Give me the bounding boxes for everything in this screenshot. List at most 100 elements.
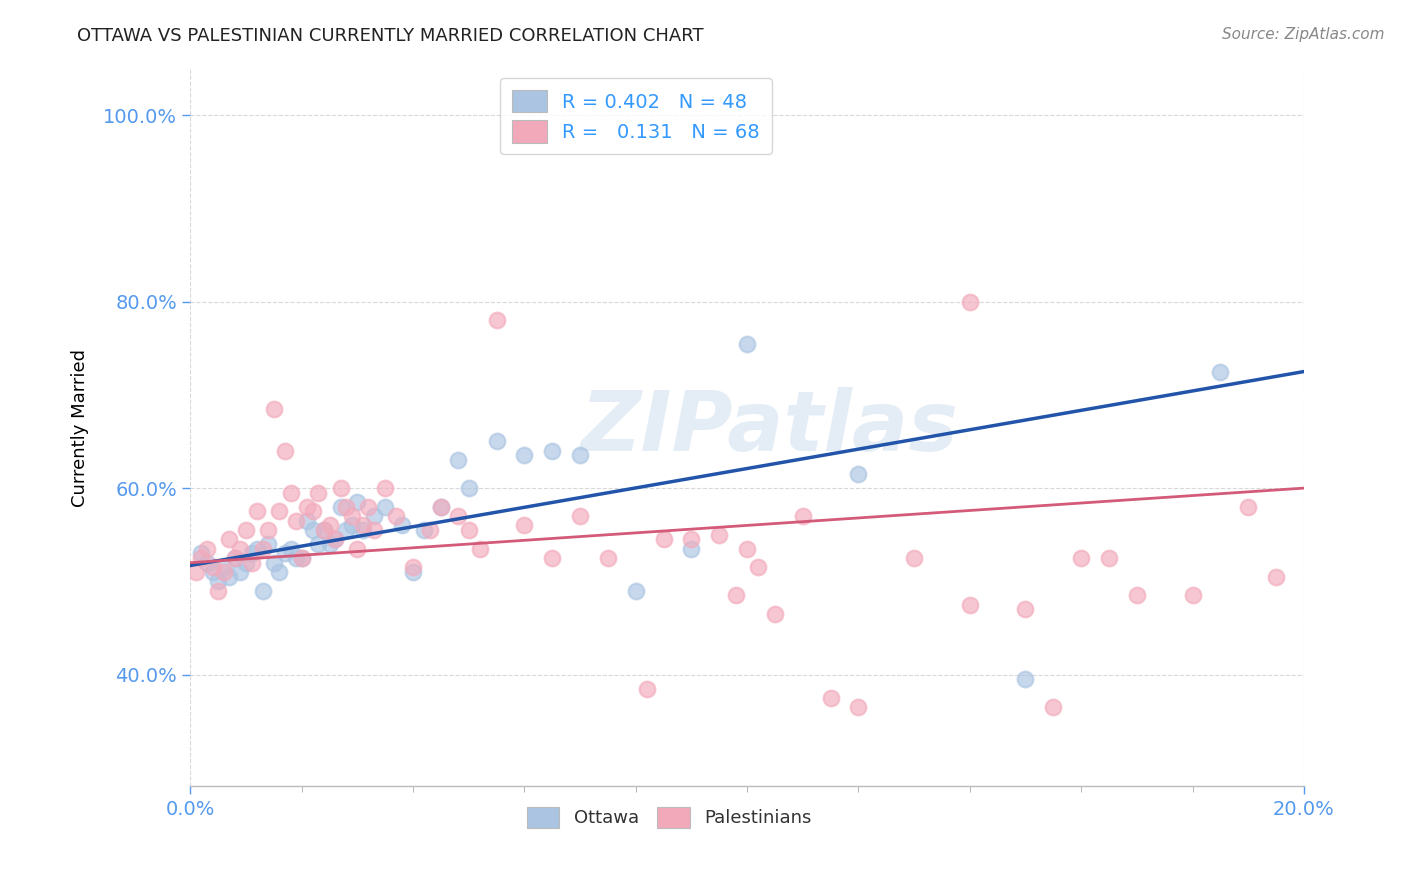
Point — [229, 541, 252, 556]
Point — [681, 541, 703, 556]
Point — [541, 551, 564, 566]
Point — [402, 565, 425, 579]
Point — [1209, 365, 1232, 379]
Point — [285, 551, 308, 566]
Point — [240, 556, 263, 570]
Point — [285, 514, 308, 528]
Point — [1042, 700, 1064, 714]
Point — [848, 700, 870, 714]
Point — [218, 570, 240, 584]
Point — [212, 565, 235, 579]
Point — [1070, 551, 1092, 566]
Point — [959, 598, 981, 612]
Point — [201, 560, 224, 574]
Point — [402, 560, 425, 574]
Point — [323, 533, 346, 547]
Point — [340, 518, 363, 533]
Point — [419, 523, 441, 537]
Point — [391, 518, 413, 533]
Point — [207, 583, 229, 598]
Point — [959, 294, 981, 309]
Point — [252, 583, 274, 598]
Point — [569, 449, 592, 463]
Point — [485, 434, 508, 449]
Point — [229, 565, 252, 579]
Point — [485, 313, 508, 327]
Point — [246, 504, 269, 518]
Point — [446, 509, 468, 524]
Point — [513, 449, 536, 463]
Point — [735, 336, 758, 351]
Point — [269, 565, 291, 579]
Point — [735, 541, 758, 556]
Text: Source: ZipAtlas.com: Source: ZipAtlas.com — [1222, 27, 1385, 42]
Point — [374, 481, 396, 495]
Point — [297, 500, 319, 514]
Point — [681, 533, 703, 547]
Point — [257, 537, 280, 551]
Point — [636, 681, 658, 696]
Point — [280, 485, 302, 500]
Point — [263, 556, 285, 570]
Point — [195, 556, 218, 570]
Point — [363, 523, 385, 537]
Point — [224, 551, 246, 566]
Point — [297, 514, 319, 528]
Point — [323, 533, 346, 547]
Point — [291, 551, 314, 566]
Point — [1181, 588, 1204, 602]
Point — [1098, 551, 1121, 566]
Point — [252, 541, 274, 556]
Point — [312, 523, 335, 537]
Point — [1265, 570, 1288, 584]
Point — [240, 546, 263, 560]
Point — [357, 500, 380, 514]
Point — [274, 546, 297, 560]
Point — [235, 523, 257, 537]
Point — [820, 690, 842, 705]
Point — [274, 443, 297, 458]
Point — [195, 541, 218, 556]
Point — [763, 607, 786, 621]
Point — [724, 588, 747, 602]
Point — [291, 551, 314, 566]
Point — [263, 401, 285, 416]
Point — [848, 467, 870, 482]
Point — [190, 551, 212, 566]
Point — [374, 500, 396, 514]
Point — [513, 518, 536, 533]
Point — [352, 518, 374, 533]
Point — [257, 523, 280, 537]
Point — [201, 565, 224, 579]
Point — [301, 523, 323, 537]
Point — [246, 541, 269, 556]
Point — [318, 518, 340, 533]
Point — [212, 560, 235, 574]
Point — [335, 500, 357, 514]
Point — [329, 500, 352, 514]
Point — [792, 509, 814, 524]
Text: ZIPatlas: ZIPatlas — [581, 387, 959, 468]
Text: OTTAWA VS PALESTINIAN CURRENTLY MARRIED CORRELATION CHART: OTTAWA VS PALESTINIAN CURRENTLY MARRIED … — [77, 27, 704, 45]
Point — [224, 551, 246, 566]
Point — [1237, 500, 1260, 514]
Point — [269, 504, 291, 518]
Point — [307, 485, 329, 500]
Point — [207, 574, 229, 589]
Point — [218, 533, 240, 547]
Point — [1126, 588, 1149, 602]
Point — [624, 583, 647, 598]
Point — [468, 541, 491, 556]
Point — [301, 504, 323, 518]
Point — [709, 527, 731, 541]
Point — [184, 565, 207, 579]
Point — [457, 523, 479, 537]
Point — [307, 537, 329, 551]
Point — [363, 509, 385, 524]
Point — [430, 500, 453, 514]
Point — [596, 551, 619, 566]
Point — [346, 495, 368, 509]
Point — [1014, 602, 1036, 616]
Point — [457, 481, 479, 495]
Legend: Ottawa, Palestinians: Ottawa, Palestinians — [520, 799, 818, 835]
